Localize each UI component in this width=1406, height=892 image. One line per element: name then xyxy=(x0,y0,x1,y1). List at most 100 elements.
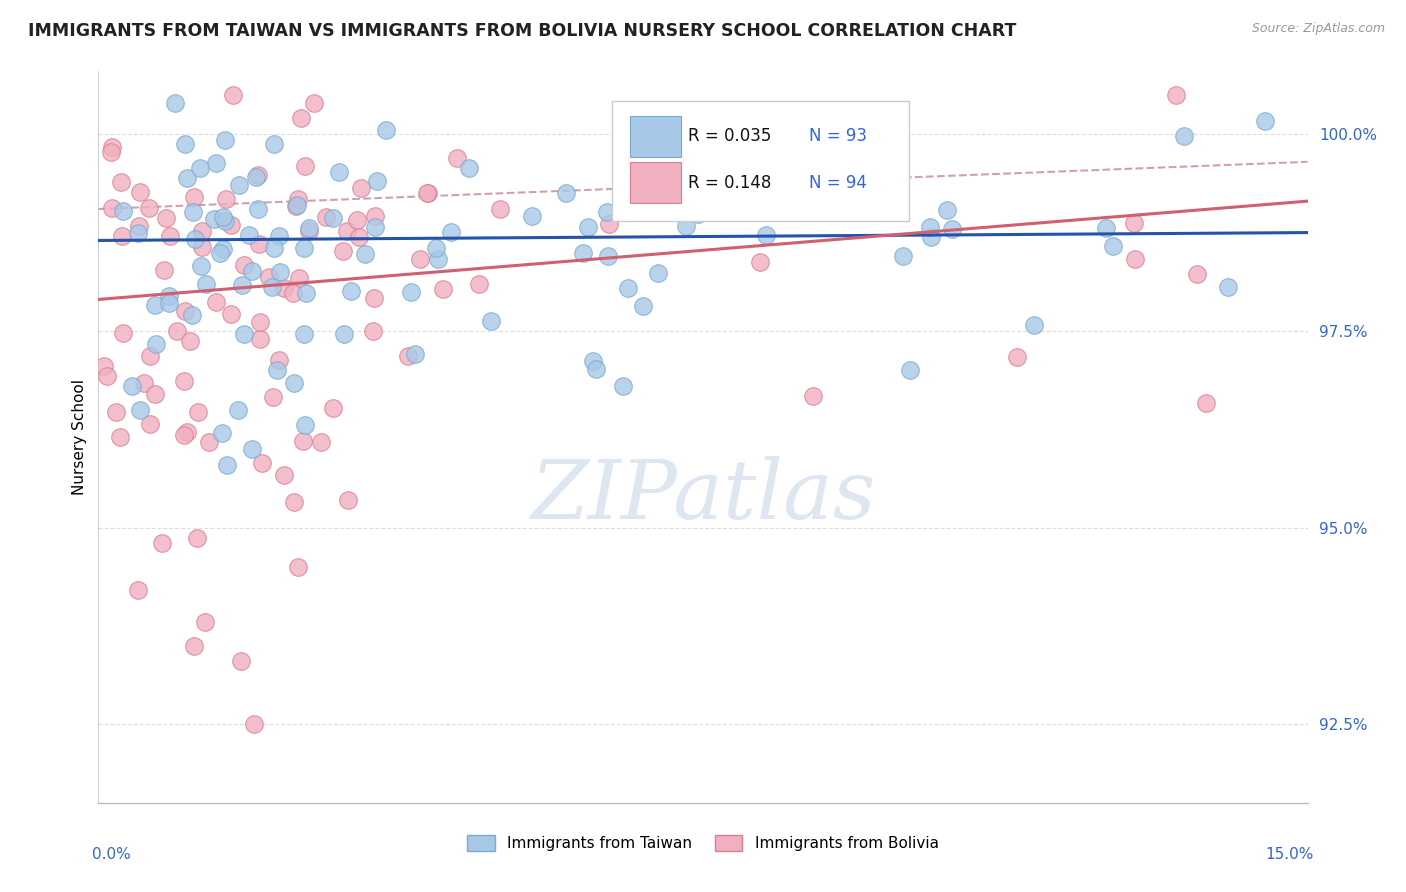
Point xyxy=(212,211,235,225)
Point xyxy=(281,286,304,301)
Point xyxy=(287,559,309,574)
Point xyxy=(263,136,285,151)
Point xyxy=(1185,267,1208,281)
Point xyxy=(259,269,281,284)
Point xyxy=(104,405,127,419)
Point xyxy=(190,224,212,238)
Point xyxy=(920,230,942,244)
Point xyxy=(322,211,344,225)
Point xyxy=(166,324,188,338)
Point xyxy=(153,263,176,277)
Point xyxy=(110,229,132,244)
Point xyxy=(101,202,124,216)
Text: Source: ZipAtlas.com: Source: ZipAtlas.com xyxy=(1251,22,1385,36)
Point xyxy=(1123,252,1146,266)
Point xyxy=(127,226,149,240)
Point xyxy=(315,211,337,225)
Point xyxy=(247,237,270,252)
Point xyxy=(1022,318,1045,332)
Point xyxy=(354,247,377,261)
Point xyxy=(675,219,697,233)
Point xyxy=(204,156,226,170)
Point xyxy=(183,204,205,219)
Point xyxy=(273,468,295,483)
Point xyxy=(1254,114,1277,128)
Point xyxy=(93,359,115,374)
Point xyxy=(582,353,605,368)
Point xyxy=(183,639,205,653)
Point xyxy=(143,387,166,401)
Point xyxy=(347,229,370,244)
Point xyxy=(190,161,212,176)
Text: ZIPatlas: ZIPatlas xyxy=(530,456,876,535)
Point xyxy=(157,296,180,310)
Point xyxy=(127,583,149,598)
Point xyxy=(194,615,217,629)
Point xyxy=(616,280,638,294)
Point xyxy=(294,160,316,174)
Point xyxy=(128,219,150,234)
Point xyxy=(194,277,217,292)
Point xyxy=(183,190,205,204)
Point xyxy=(1005,350,1028,364)
Point xyxy=(260,280,283,294)
Point xyxy=(690,199,713,213)
Point xyxy=(214,214,236,228)
Point xyxy=(263,241,285,255)
Point xyxy=(621,139,644,153)
Point xyxy=(111,204,134,219)
Point xyxy=(229,654,252,668)
Point xyxy=(688,207,710,221)
Point xyxy=(187,405,209,419)
Point xyxy=(222,87,245,102)
Point xyxy=(219,218,242,232)
Point xyxy=(209,246,232,260)
Point xyxy=(243,717,266,731)
Point xyxy=(302,96,325,111)
Point xyxy=(212,242,235,256)
Point xyxy=(132,376,155,390)
Point xyxy=(190,259,212,273)
Point xyxy=(427,252,450,266)
Point xyxy=(283,494,305,508)
Point xyxy=(468,277,491,292)
Point xyxy=(214,132,236,146)
Point xyxy=(440,225,463,239)
Point xyxy=(309,435,332,450)
Point xyxy=(333,326,356,341)
Point xyxy=(364,219,387,234)
Point xyxy=(246,202,269,216)
Point xyxy=(1122,216,1144,230)
Point xyxy=(121,379,143,393)
Point xyxy=(340,285,363,299)
Point xyxy=(138,202,160,216)
Point xyxy=(150,536,173,550)
Point xyxy=(96,369,118,384)
Text: R = 0.148: R = 0.148 xyxy=(689,174,772,192)
Point xyxy=(173,304,195,318)
Point xyxy=(404,347,426,361)
Point xyxy=(240,442,263,456)
Point xyxy=(598,218,620,232)
Point xyxy=(101,140,124,154)
Point xyxy=(215,192,238,206)
Point xyxy=(186,531,208,545)
Point xyxy=(336,493,359,508)
Point xyxy=(249,315,271,329)
Point xyxy=(576,219,599,234)
Point xyxy=(328,165,350,179)
Point xyxy=(285,199,308,213)
Point xyxy=(247,168,270,182)
Point xyxy=(612,379,634,393)
Point xyxy=(155,211,177,225)
Point xyxy=(165,95,187,110)
FancyBboxPatch shape xyxy=(613,101,908,221)
Point xyxy=(145,336,167,351)
Point xyxy=(396,349,419,363)
Point xyxy=(292,327,315,342)
Y-axis label: Nursery School: Nursery School xyxy=(72,379,87,495)
Point xyxy=(111,326,134,341)
Point xyxy=(1095,221,1118,235)
Point xyxy=(211,426,233,441)
Point xyxy=(399,285,422,299)
